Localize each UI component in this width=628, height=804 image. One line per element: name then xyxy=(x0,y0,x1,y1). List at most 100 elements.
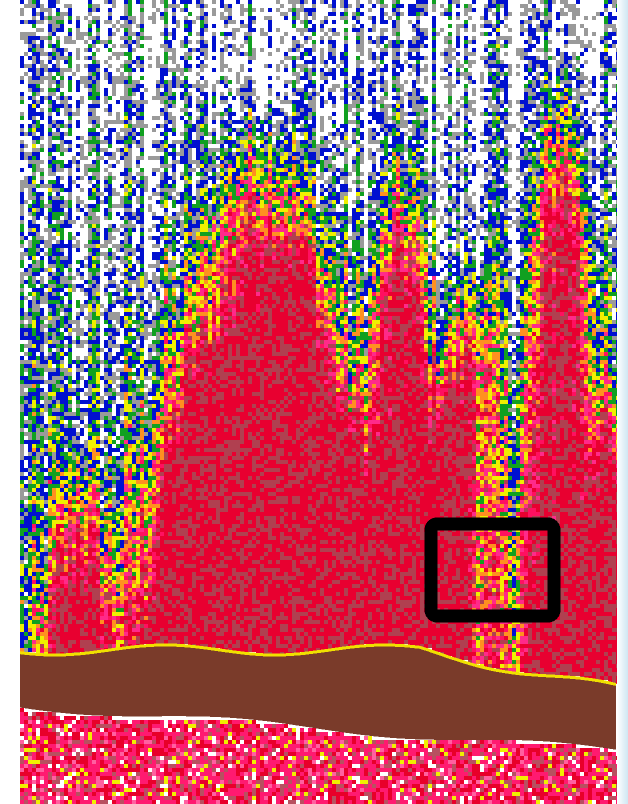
echo-cell xyxy=(84,220,88,224)
echo-cell xyxy=(148,512,152,516)
echo-cell xyxy=(88,360,92,364)
echo-cell xyxy=(108,156,112,160)
echo-cell xyxy=(64,444,68,448)
echo-cell xyxy=(60,220,64,224)
echo-cell xyxy=(108,608,112,612)
echo-cell xyxy=(88,88,92,92)
echo-cell xyxy=(60,628,64,632)
echo-cell xyxy=(92,240,96,244)
echo-cell xyxy=(48,736,52,740)
echo-cell xyxy=(80,344,84,348)
echo-cell xyxy=(144,720,148,724)
echo-cell xyxy=(68,208,72,212)
echo-cell xyxy=(132,600,136,604)
echo-cell xyxy=(136,336,140,340)
echo-cell xyxy=(32,532,36,536)
echo-cell xyxy=(80,576,84,580)
echo-cell xyxy=(96,188,100,192)
echo-cell xyxy=(76,764,80,768)
echo-cell xyxy=(48,16,52,20)
echo-cell xyxy=(48,140,52,144)
echo-cell xyxy=(72,236,76,240)
echo-cell xyxy=(44,784,48,788)
echo-cell xyxy=(56,548,60,552)
echo-cell xyxy=(96,404,100,408)
echo-cell xyxy=(92,620,96,624)
echo-cell xyxy=(124,420,128,424)
echo-cell xyxy=(20,12,24,16)
echo-cell xyxy=(108,744,112,748)
echo-cell xyxy=(48,756,52,760)
echo-cell xyxy=(96,724,100,728)
echo-cell xyxy=(60,588,64,592)
echo-cell xyxy=(28,76,32,80)
echo-cell xyxy=(28,88,32,92)
echo-cell xyxy=(52,556,56,560)
echo-cell xyxy=(92,232,96,236)
echo-cell xyxy=(136,748,140,752)
echo-cell xyxy=(84,48,88,52)
echo-cell xyxy=(84,512,88,516)
echo-cell xyxy=(24,556,28,560)
echo-cell xyxy=(52,216,56,220)
echo-cell xyxy=(68,648,72,652)
echo-cell xyxy=(140,356,144,360)
echo-cell xyxy=(64,404,68,408)
echo-cell xyxy=(60,440,64,444)
echo-cell xyxy=(124,168,128,172)
echo-cell xyxy=(24,532,28,536)
echo-cell xyxy=(144,440,148,444)
echo-cell xyxy=(32,348,36,352)
echo-cell xyxy=(92,244,96,248)
echo-cell xyxy=(120,348,124,352)
echo-cell xyxy=(48,68,52,72)
echo-cell xyxy=(48,552,52,556)
echo-cell xyxy=(36,336,40,340)
echo-cell xyxy=(56,132,60,136)
echo-cell xyxy=(72,788,76,792)
echo-cell xyxy=(104,316,108,320)
echo-cell xyxy=(68,624,72,628)
echo-cell xyxy=(140,68,144,72)
echo-cell xyxy=(44,52,48,56)
echo-cell xyxy=(20,468,24,472)
echo-cell xyxy=(92,596,96,600)
echo-cell xyxy=(48,132,52,136)
echo-cell xyxy=(140,264,144,268)
echo-cell xyxy=(80,596,84,600)
echo-cell xyxy=(88,96,92,100)
echo-cell xyxy=(132,640,136,644)
echo-cell xyxy=(88,324,92,328)
echo-cell xyxy=(32,212,36,216)
echo-cell xyxy=(112,536,116,540)
echo-cell xyxy=(56,412,60,416)
echo-cell xyxy=(88,4,92,8)
echo-cell xyxy=(48,456,52,460)
echo-cell xyxy=(92,220,96,224)
echo-cell xyxy=(32,320,36,324)
echo-cell xyxy=(96,148,100,152)
echo-cell xyxy=(140,300,144,304)
echo-cell xyxy=(76,604,80,608)
echo-cell xyxy=(32,88,36,92)
echo-cell xyxy=(36,484,40,488)
echo-cell xyxy=(128,36,132,40)
echo-cell xyxy=(72,452,76,456)
echo-cell xyxy=(44,756,48,760)
echo-cell xyxy=(68,748,72,752)
echo-cell xyxy=(116,268,120,272)
echo-cell xyxy=(148,584,152,588)
echo-cell xyxy=(92,616,96,620)
echo-cell xyxy=(128,720,132,724)
echo-cell xyxy=(88,236,92,240)
echo-cell xyxy=(20,332,24,336)
echo-cell xyxy=(36,780,40,784)
echo-cell xyxy=(40,328,44,332)
echo-cell xyxy=(40,560,44,564)
echo-cell xyxy=(88,488,92,492)
echo-cell xyxy=(144,620,148,624)
echo-cell xyxy=(96,72,100,76)
echo-cell xyxy=(64,596,68,600)
echo-cell xyxy=(132,732,136,736)
echo-cell xyxy=(100,636,104,640)
